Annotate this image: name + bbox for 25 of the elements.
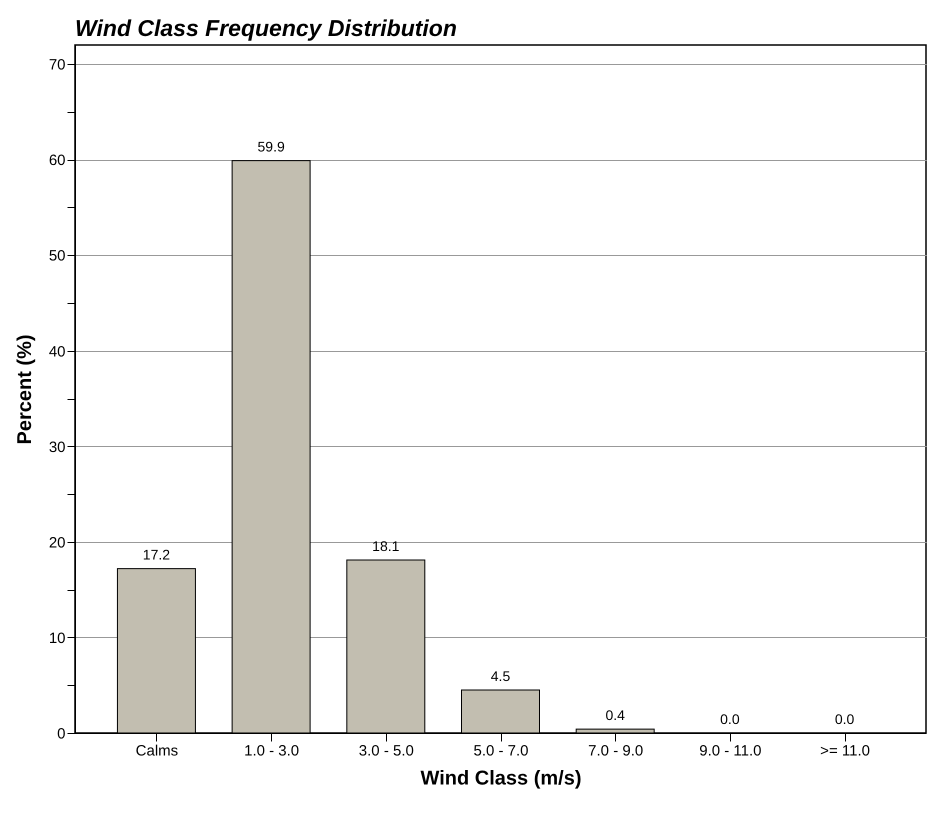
data-label: 4.5 xyxy=(490,668,510,684)
x-tick-label: 1.0 - 3.0 xyxy=(244,742,300,760)
data-label: 17.2 xyxy=(142,546,170,563)
x-tick-label: 9.0 - 11.0 xyxy=(699,742,762,760)
chart-title: Wind Class Frequency Distribution xyxy=(75,15,457,41)
y-tick-label: 60 xyxy=(48,152,66,170)
x-tick-label: Calms xyxy=(136,742,178,760)
y-tick-label: 50 xyxy=(48,248,66,265)
y-tick-label: 0 xyxy=(57,726,66,742)
y-tick-label: 70 xyxy=(48,56,66,74)
x-tick-label: >= 11.0 xyxy=(820,742,870,760)
y-tick-label: 20 xyxy=(48,534,66,552)
x-tick-label: 7.0 - 9.0 xyxy=(588,742,644,760)
data-label: 59.9 xyxy=(257,138,285,155)
data-label: 18.1 xyxy=(372,538,400,554)
x-axis-title: Wind Class (m/s) xyxy=(420,768,582,790)
data-label: 0.4 xyxy=(605,707,626,724)
y-axis-title: Percent (%) xyxy=(14,334,36,445)
y-tick-label: 10 xyxy=(48,630,66,647)
y-tick-label: 40 xyxy=(48,343,66,360)
x-tick-label: 5.0 - 7.0 xyxy=(473,742,529,760)
y-tick-label: 30 xyxy=(48,438,66,456)
data-label: 0.0 xyxy=(834,711,855,727)
data-label: 0.0 xyxy=(720,711,740,727)
x-tick-label: 3.0 - 5.0 xyxy=(358,742,414,760)
